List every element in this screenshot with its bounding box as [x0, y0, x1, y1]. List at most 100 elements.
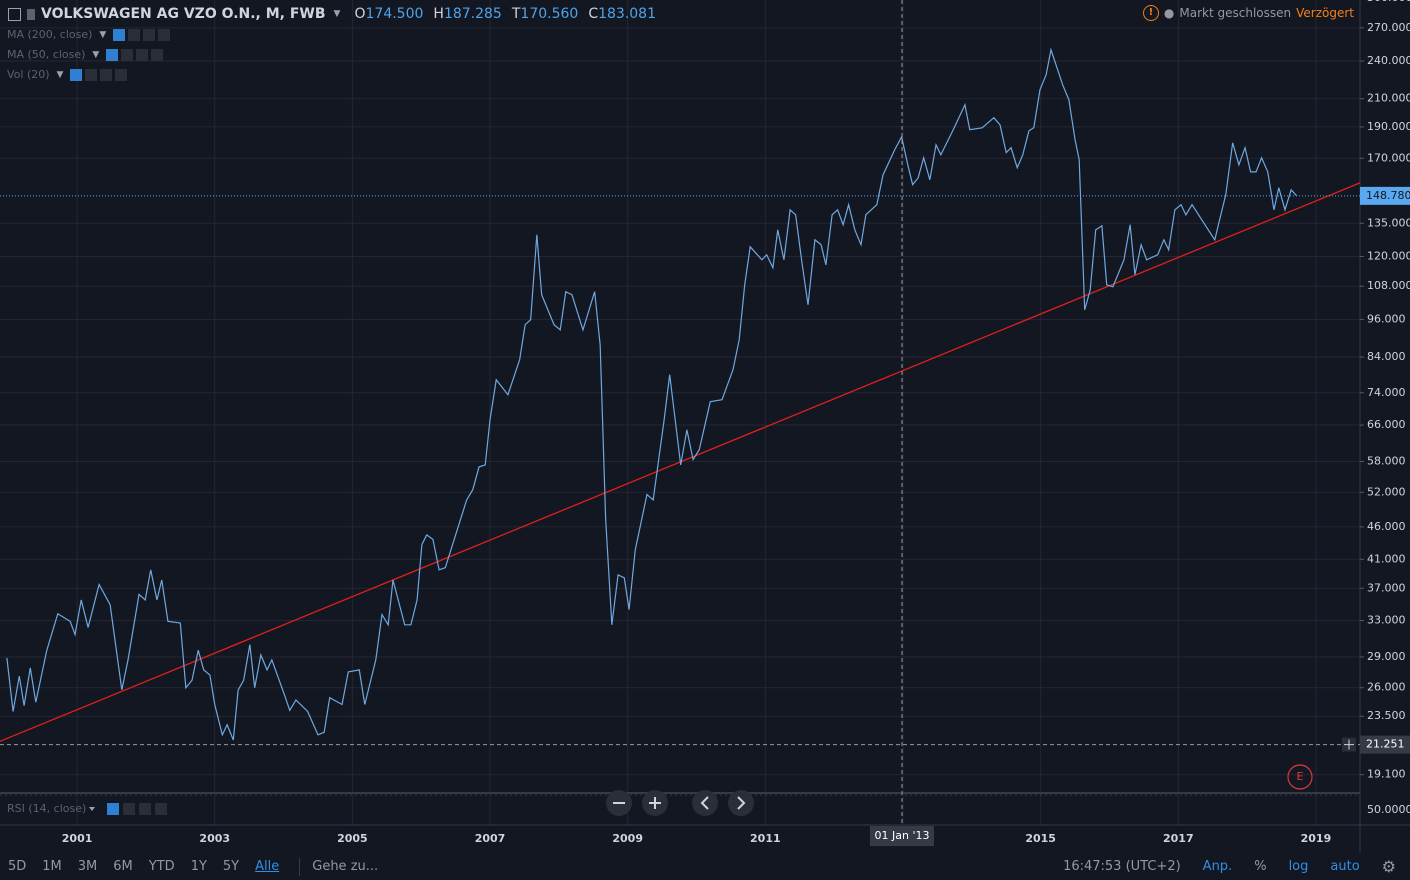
crosshair-price-label: 21.251 [1366, 738, 1405, 751]
y-tick-label: 96.000 [1367, 312, 1406, 325]
crosshair-time-label: 01 Jan '13 [875, 829, 930, 842]
scroll-right-icon [737, 796, 746, 810]
range-button[interactable]: 1Y [190, 859, 207, 874]
x-tick-label: 2009 [612, 832, 643, 845]
scale-option[interactable]: log [1288, 859, 1309, 874]
scroll-right-button[interactable] [728, 790, 754, 816]
indicator-remove-button[interactable] [115, 68, 128, 81]
warning-icon[interactable]: ! [1142, 5, 1159, 21]
earnings-circle [1287, 764, 1313, 790]
indicator-visibility-button[interactable] [106, 48, 119, 61]
last-price-label: 148.780 [1366, 189, 1410, 202]
goto-button[interactable]: Gehe zu... [312, 859, 379, 874]
indicator-more-button[interactable] [136, 48, 149, 61]
scale-option[interactable]: % [1254, 859, 1267, 874]
indicator-more-button[interactable] [143, 28, 156, 41]
ohlc-key: C [588, 6, 599, 22]
indicator-settings-button[interactable] [121, 48, 134, 61]
rsi-tick-label: 50.0000 [1367, 803, 1410, 816]
crosshair-add-icon [1344, 739, 1354, 750]
indicator-caret[interactable]: ▼ [56, 69, 64, 80]
ohlc-values: O174.500 H187.285 T170.560 C183.081 [344, 6, 656, 22]
legend-header: VOLKSWAGEN AG VZO O.N., M, FWB ▼ O174.50… [8, 4, 656, 24]
indicator-remove-button[interactable] [158, 28, 171, 41]
toolbar-separator [299, 857, 301, 876]
y-tick-label: 26.000 [1367, 681, 1406, 694]
rsi-visibility-button[interactable] [107, 803, 119, 815]
y-tick-label: 58.000 [1367, 454, 1406, 467]
x-tick-label: 2005 [337, 832, 368, 845]
y-tick-label: 108.000 [1367, 279, 1410, 292]
scroll-left-button[interactable] [692, 790, 718, 816]
price-line [6, 47, 1298, 741]
y-tick-label: 240.000 [1367, 54, 1410, 67]
range-button[interactable]: 5D [8, 859, 27, 874]
indicator-row: MA (200, close) ▼ [7, 28, 171, 41]
indicator-more-button[interactable] [100, 68, 113, 81]
indicator-settings-button[interactable] [85, 68, 98, 81]
market-status: ! ● Markt geschlossen Verzögert [1142, 5, 1354, 21]
scale-option[interactable]: Anp. [1202, 859, 1233, 874]
rsi-settings-button[interactable] [123, 803, 135, 815]
ohlc-value: 174.500 [365, 6, 424, 22]
grid [0, 0, 1360, 825]
y-tick-label: 84.000 [1367, 350, 1406, 363]
y-tick-label: 33.000 [1367, 614, 1406, 627]
range-button[interactable]: 5Y [222, 859, 240, 874]
collapse-toggle[interactable] [8, 7, 21, 21]
y-tick-label: 19.100 [1367, 768, 1406, 781]
indicator-row: MA (50, close) ▼ [7, 48, 164, 61]
indicator-label[interactable]: MA (50, close) [7, 48, 86, 61]
rsi-more-button[interactable] [139, 803, 151, 815]
delay-status-text: Verzögert [1296, 6, 1354, 20]
ohlc-value: 183.081 [598, 6, 656, 22]
range-button[interactable]: 1M [42, 859, 62, 874]
bottom-toolbar: 5D 1M 3M 6M YTD 1Y 5Y Alle Gehe zu... 16:47:53 … [0, 853, 1410, 880]
indicator-label[interactable]: MA (200, close) [7, 28, 93, 41]
indicator-caret[interactable]: ▼ [99, 29, 107, 40]
ohlc-key: T [511, 6, 521, 22]
indicator-visibility-button[interactable] [113, 28, 126, 41]
range-button[interactable]: Alle [255, 859, 280, 874]
range-button[interactable]: YTD [148, 859, 175, 874]
indicator-row: Vol (20) ▼ [7, 68, 128, 81]
rsi-label: RSI (14, close) [7, 802, 86, 815]
axes: 300.000 270.000 240.000 210.000 190.000 170.0… [0, 0, 1410, 846]
ohlc-value: 187.285 [443, 6, 502, 22]
status-dot: ● [1163, 6, 1175, 20]
clock: 16:47:53 (UTC+2) [1063, 859, 1181, 874]
range-button[interactable]: 3M [77, 859, 98, 874]
x-tick-label: 2007 [475, 832, 506, 845]
range-button[interactable]: 6M [113, 859, 133, 874]
zoom-controls [606, 790, 754, 816]
indicator-label[interactable]: Vol (20) [7, 68, 50, 81]
ohlc-key: H [433, 6, 444, 22]
indicator-settings-button[interactable] [128, 28, 141, 41]
x-tick-label: 2019 [1301, 832, 1332, 845]
y-tick-label: 46.000 [1367, 520, 1406, 533]
plot-area [0, 0, 1361, 825]
market-status-text: Markt geschlossen [1179, 6, 1292, 20]
y-tick-label: 300.000 [1367, 0, 1410, 4]
y-tick-label: 52.000 [1367, 485, 1406, 498]
y-tick-label: 135.000 [1367, 216, 1410, 229]
indicator-visibility-button[interactable] [70, 68, 83, 81]
ohlc-value: 170.560 [520, 6, 579, 22]
earnings-marker[interactable]: E [1287, 764, 1313, 790]
range-buttons: 5D 1M 3M 6M YTD 1Y 5Y Alle [0, 859, 287, 874]
scale-option[interactable]: auto [1330, 859, 1360, 874]
y-tick-label: 41.000 [1367, 552, 1406, 565]
symbol-name[interactable]: VOLKSWAGEN AG VZO O.N., M, FWB [41, 6, 326, 22]
x-tick-label: 2011 [750, 832, 781, 845]
settings-button[interactable]: ⚙ [1381, 857, 1396, 876]
indicator-remove-button[interactable] [151, 48, 164, 61]
scroll-left-icon [700, 796, 709, 810]
indicator-caret[interactable]: ▼ [92, 49, 100, 60]
rsi-remove-button[interactable] [155, 803, 167, 815]
x-tick-label: 2003 [199, 832, 230, 845]
y-tick-label: 66.000 [1367, 418, 1406, 431]
symbol-caret[interactable]: ▼ [333, 9, 341, 19]
rsi-caret[interactable] [89, 807, 95, 811]
y-tick-label: 190.000 [1367, 120, 1410, 133]
y-tick-label: 120.000 [1367, 249, 1410, 262]
